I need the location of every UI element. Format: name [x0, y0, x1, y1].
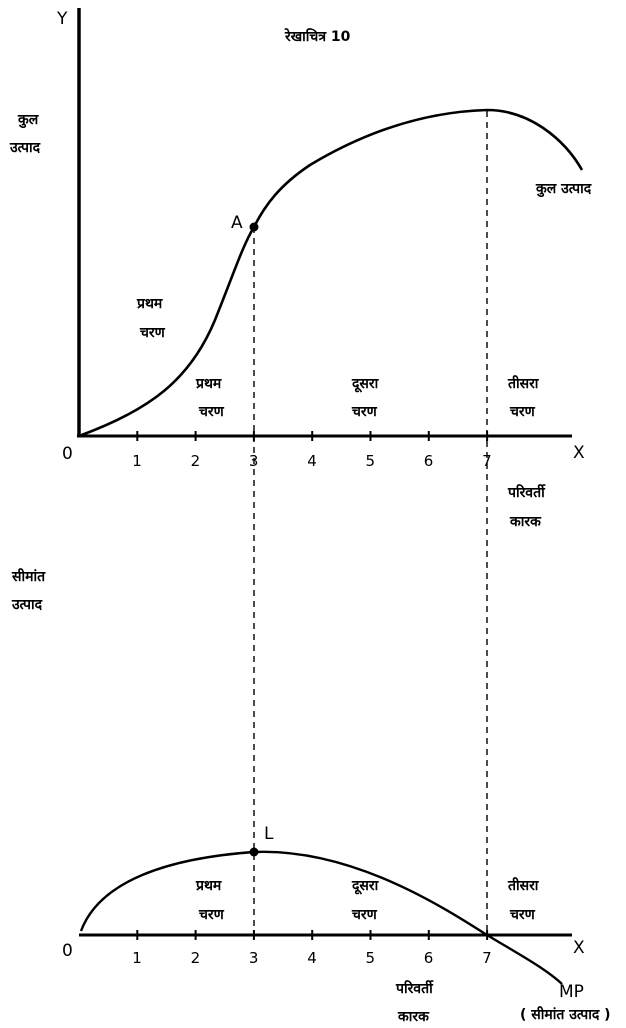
- bottom-x-axis-letter: X: [573, 938, 585, 958]
- top-tick-label: 6: [424, 452, 434, 470]
- bottom-second-stage-line2: चरण: [351, 907, 378, 923]
- top-x-axis-letter: X: [573, 443, 585, 463]
- top-second-stage-line1: दूसरा: [351, 376, 380, 393]
- point-l-marker: [249, 847, 259, 857]
- bottom-third-stage-line2: चरण: [509, 907, 536, 923]
- bottom-x-ticks: 1 2 3 4 5 6 7: [132, 930, 492, 967]
- top-x-label-line1: परिवर्ती: [507, 484, 546, 501]
- diagram-title: रेखाचित्र 10: [284, 28, 351, 45]
- top-tick-label: 4: [307, 452, 317, 470]
- bottom-tick-label: 6: [424, 949, 434, 967]
- mp-curve-label: MP: [559, 982, 584, 1002]
- bottom-tick-label: 4: [307, 949, 317, 967]
- top-origin-label: 0: [62, 444, 73, 464]
- top-first-stage-line1: प्रथम: [195, 376, 222, 392]
- bottom-x-label-line1: परिवर्ती: [395, 980, 434, 997]
- total-product-curve-label: कुल उत्पाद: [535, 181, 592, 198]
- bottom-tick-label: 7: [482, 949, 492, 967]
- bottom-origin-label: 0: [62, 941, 73, 961]
- bottom-panel: X 0 सीमांत उत्पाद 1 2 3 4 5 6 7 L MP ( सीमांत …: [11, 568, 611, 1025]
- point-l-label: L: [264, 824, 274, 844]
- top-y-label-line1: कुल: [17, 112, 39, 129]
- point-a-label: A: [231, 213, 243, 233]
- marginal-product-curve: [79, 850, 563, 985]
- top-tick-label: 2: [191, 452, 201, 470]
- top-third-stage-line2: चरण: [509, 404, 536, 420]
- bottom-tick-label: 2: [191, 949, 201, 967]
- top-tick-label: 1: [132, 452, 142, 470]
- top-first-stage-outer-line2: चरण: [139, 325, 166, 341]
- top-first-stage-line2: चरण: [198, 404, 225, 420]
- top-first-stage-outer-line1: प्रथम: [136, 296, 163, 312]
- top-y-axis-letter: Y: [56, 9, 68, 29]
- bottom-tick-label: 3: [249, 949, 259, 967]
- top-second-stage-line2: चरण: [351, 404, 378, 420]
- bottom-second-stage-line1: दूसरा: [351, 878, 380, 895]
- bottom-x-label-line2: कारक: [397, 1009, 430, 1025]
- bottom-third-stage-line1: तीसरा: [507, 877, 540, 894]
- top-x-label-line2: कारक: [509, 514, 542, 530]
- bottom-first-stage-line1: प्रथम: [195, 878, 222, 894]
- top-third-stage-line1: तीसरा: [507, 375, 540, 392]
- bottom-tick-label: 1: [132, 949, 142, 967]
- bottom-tick-label: 5: [366, 949, 376, 967]
- top-tick-label: 7: [482, 452, 492, 470]
- top-y-label-line2: उत्पाद: [9, 140, 41, 156]
- point-a-marker: [249, 222, 259, 232]
- top-tick-label: 5: [366, 452, 376, 470]
- bottom-y-label-line2: उत्पाद: [11, 597, 43, 613]
- total-product-curve: [78, 108, 584, 438]
- bottom-first-stage-line2: चरण: [198, 907, 225, 923]
- mp-curve-sublabel: ( सीमांत उत्पाद ): [520, 1006, 611, 1023]
- bottom-y-label-line1: सीमांत: [11, 568, 46, 585]
